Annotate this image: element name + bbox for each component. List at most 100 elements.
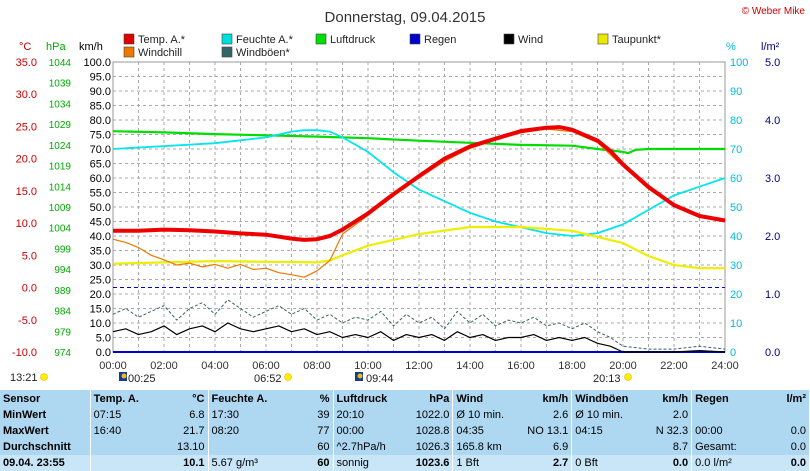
tick-label-time: 16:00 xyxy=(507,360,535,372)
copyright-label: © Weber Mike xyxy=(742,6,806,17)
stats-cell: 6.8 07:15 xyxy=(90,407,209,423)
stats-cell: 21.7 16:40 xyxy=(90,423,209,439)
moon-phase xyxy=(121,373,127,379)
tick-label-pressure: 1024 xyxy=(49,141,72,152)
stats-cell: 1028.8 00:00 xyxy=(333,423,454,439)
stats-cell-note: 17:30 xyxy=(211,409,240,421)
stats-row-label: MaxWert xyxy=(0,423,91,439)
marker-label: 13:21 xyxy=(10,372,38,384)
stats-cell-note: Gesamt: xyxy=(695,441,737,453)
tick-label-wind: 65.0 xyxy=(90,159,111,171)
legend-swatch xyxy=(123,33,135,45)
stats-cell-note: 08:20 xyxy=(211,425,240,437)
tick-label-humidity: 90 xyxy=(730,86,742,98)
tick-label-time: 14:00 xyxy=(456,360,484,372)
stats-header-title: Wind xyxy=(456,392,484,405)
stats-row: MinWert 6.8 07:15 39 17:30 1022.0 20:10 2.6 Ø 10… xyxy=(0,407,810,423)
stats-cell: 1022.0 20:10 xyxy=(333,407,454,423)
tick-label-humidity: 50 xyxy=(730,202,742,214)
tick-label-rain: 5.0 xyxy=(765,57,780,69)
tick-label-humidity: 10 xyxy=(730,318,742,330)
tick-label-temp: 30.0 xyxy=(16,89,37,101)
stats-cell-value: 2.6 xyxy=(552,409,569,421)
tick-label-pressure: 974 xyxy=(54,348,71,359)
sun-icon xyxy=(624,373,632,381)
stats-cell-note: 5.67 g/m³ xyxy=(211,457,258,469)
stats-header-cell: l/m² Regen xyxy=(691,390,810,407)
axis-label-temp: °C xyxy=(19,41,31,53)
marker-label: 00:25 xyxy=(128,373,156,385)
stats-cell-value: 0.0 xyxy=(790,457,806,469)
stats-header-unit: % xyxy=(319,392,330,405)
tick-label-time: 24:00 xyxy=(711,360,739,372)
stats-cell-value: 6.9 xyxy=(552,441,569,453)
stats-cell-note: 1 Bft xyxy=(456,457,479,469)
tick-label-wind: 100.0 xyxy=(83,57,111,69)
tick-label-temp: 20.0 xyxy=(16,154,37,166)
legend-swatch xyxy=(597,33,609,45)
stats-cell-note: 0 Bft xyxy=(575,457,598,469)
stats-cell: 0.0 0.0 l/m² xyxy=(691,455,810,471)
stats-cell: 8.7 xyxy=(571,439,693,455)
stats-cell-value: N 32.3 xyxy=(655,425,689,437)
stats-cell-note: 16:40 xyxy=(93,425,122,437)
stats-cell-note: 04:15 xyxy=(575,425,603,437)
stats-cell-value: 1028.8 xyxy=(415,425,450,437)
tick-label-time: 02:00 xyxy=(150,360,178,372)
tick-label-pressure: 1019 xyxy=(49,162,72,173)
legend-swatch xyxy=(315,33,327,45)
stats-row-label: Durchschnitt xyxy=(0,439,91,455)
chart-title: Donnerstag, 09.04.2015 xyxy=(325,9,486,26)
tick-label-wind: 30.0 xyxy=(90,260,111,272)
stats-row: 09.04. 23:55 10.1 60 5.67 g/m³ 1023.6 sonnig 2… xyxy=(0,455,810,471)
stats-header-title: Regen xyxy=(695,392,729,405)
stats-cell: 39 17:30 xyxy=(208,407,334,423)
stats-row-label: MinWert xyxy=(0,407,91,423)
moon-phase xyxy=(357,373,363,379)
tick-label-temp: 5.0 xyxy=(22,250,37,262)
stats-cell-value: 2.0 xyxy=(672,409,689,421)
tick-label-pressure: 1014 xyxy=(49,182,72,193)
stats-header-unit: hPa xyxy=(429,392,450,405)
stats-cell-value: 0.0 xyxy=(672,457,689,469)
tick-label-wind: 55.0 xyxy=(90,188,111,200)
tick-label-wind: 90.0 xyxy=(90,86,111,98)
legend-label: Windböen* xyxy=(236,47,291,59)
stats-table: Sensor °C Temp. A.% Feuchte A. hPa Luftdruck k… xyxy=(0,390,810,471)
stats-header-cell: °C Temp. A. xyxy=(90,390,209,407)
stats-header-unit: l/m² xyxy=(786,392,806,405)
tick-label-time: 18:00 xyxy=(558,360,586,372)
tick-label-wind: 95.0 xyxy=(90,72,111,84)
stats-cell xyxy=(691,407,810,423)
tick-label-humidity: 20 xyxy=(730,289,742,301)
stats-cell: 10.1 xyxy=(90,455,209,471)
stats-header-cell: % Feuchte A. xyxy=(208,390,334,407)
tick-label-pressure: 979 xyxy=(54,327,71,338)
stats-cell-value: 13.10 xyxy=(176,441,205,453)
stats-cell-value: 8.7 xyxy=(672,441,689,453)
tick-label-temp: -5.0 xyxy=(18,315,37,327)
tick-label-temp: 35.0 xyxy=(16,57,37,69)
legend-label: Wind xyxy=(518,34,543,46)
stats-header-title: Windböen xyxy=(575,392,629,405)
tick-label-pressure: 1039 xyxy=(49,79,72,90)
stats-cell-note: 00:00 xyxy=(695,425,723,437)
tick-label-humidity: 60 xyxy=(730,173,742,185)
stats-cell-value: 60 xyxy=(317,441,330,453)
tick-label-pressure: 1044 xyxy=(49,58,72,69)
stats-cell: 77 08:20 xyxy=(208,423,334,439)
stats-cell-value: 21.7 xyxy=(183,425,205,437)
legend-swatch xyxy=(409,33,421,45)
tick-label-wind: 60.0 xyxy=(90,173,111,185)
tick-label-humidity: 80 xyxy=(730,115,742,127)
tick-label-wind: 75.0 xyxy=(90,130,111,142)
tick-label-temp: -10.0 xyxy=(12,347,37,359)
series-line xyxy=(112,299,726,350)
stats-cell-value: 10.1 xyxy=(183,457,205,469)
stats-cell-value: 1026.3 xyxy=(415,441,450,453)
legend-label: Feuchte A.* xyxy=(236,34,294,46)
tick-label-wind: 0.0 xyxy=(96,347,111,359)
tick-label-time: 08:00 xyxy=(303,360,331,372)
stats-header-cell: km/h Windböen xyxy=(571,390,693,407)
stats-cell-value: NO 13.1 xyxy=(527,425,569,437)
